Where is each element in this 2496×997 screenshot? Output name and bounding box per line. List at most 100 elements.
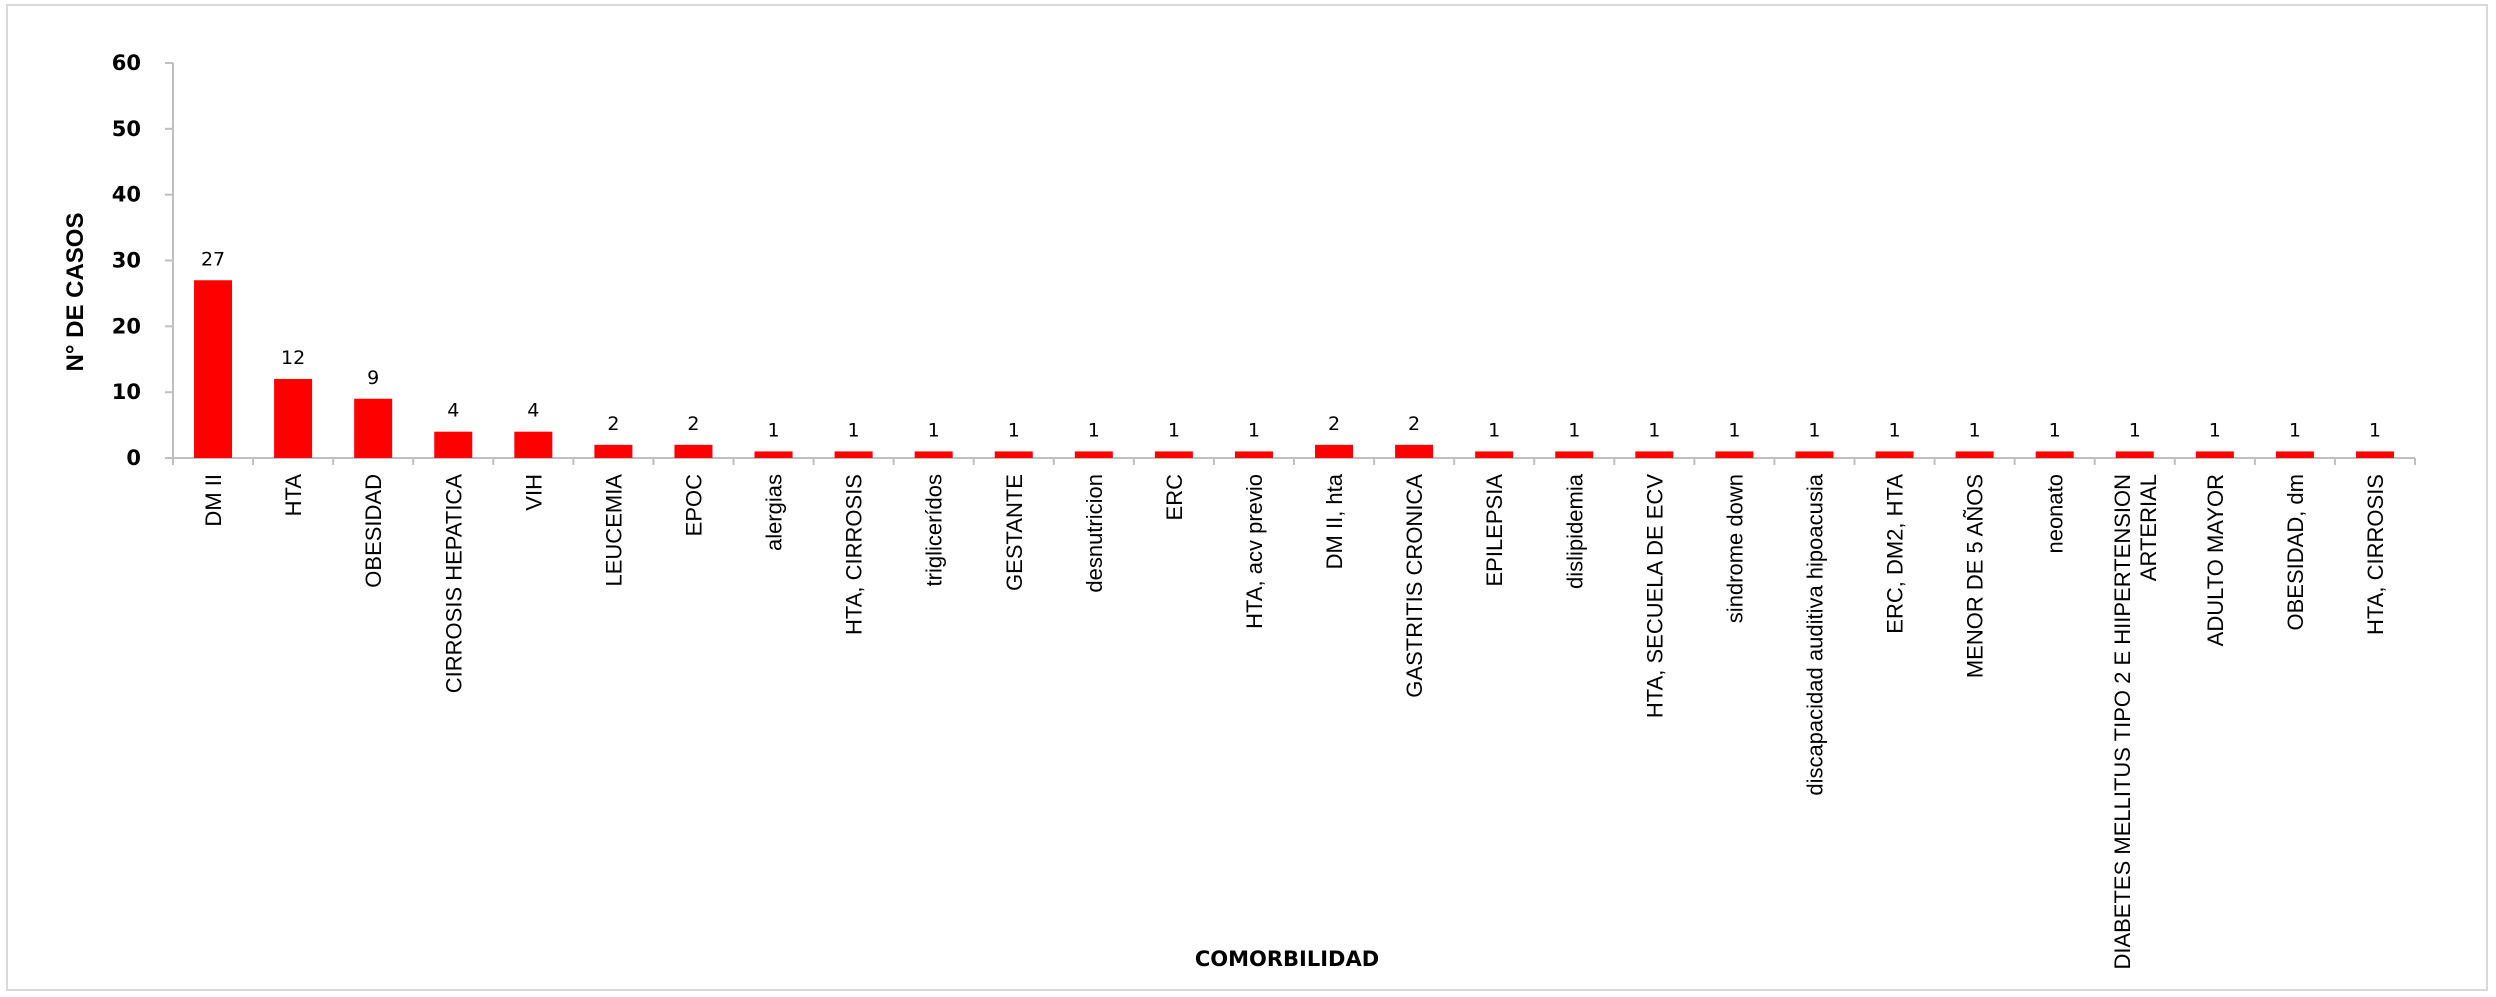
y-tick-label: 60 — [112, 51, 141, 75]
data-label: 1 — [1008, 419, 1020, 441]
category-label-line: sindrome down — [1722, 474, 1747, 623]
data-label: 1 — [1969, 419, 1981, 441]
bar — [1955, 451, 1994, 458]
category-label: triglicerídos — [922, 474, 947, 586]
category-label: ERC, DM2, HTA — [1883, 474, 1908, 634]
data-label: 2 — [687, 413, 699, 435]
category-label-line: HTA, CIRROSIS — [842, 474, 867, 635]
category-label-line: EPOC — [681, 474, 706, 536]
category-label-line: ERC, DM2, HTA — [1883, 474, 1908, 634]
category-label: DM II, hta — [1322, 473, 1347, 569]
bar — [2195, 451, 2234, 458]
chart-frame — [6, 4, 2488, 991]
bar — [1715, 451, 1754, 458]
data-label: 2 — [1328, 413, 1340, 435]
bar — [274, 379, 313, 458]
category-labels: DM II HTA OBESIDAD CIRROSIS HEPATICA VIH LEUC… — [201, 473, 2388, 969]
category-label: HTA, CIRROSIS — [842, 474, 867, 635]
bar — [514, 431, 553, 458]
category-label: CIRROSIS HEPATICA — [441, 474, 466, 694]
category-label: DM II — [201, 474, 226, 527]
bar — [594, 444, 633, 458]
category-label-line: neonato — [2043, 474, 2068, 554]
category-label: ADULTO MAYOR — [2203, 474, 2228, 646]
category-label-line: DM II, hta — [1322, 473, 1347, 569]
category-label: EPILEPSIA — [1482, 474, 1507, 587]
category-label: HTA, CIRROSIS — [2363, 474, 2388, 635]
category-label-line: ADULTO MAYOR — [2203, 474, 2228, 646]
bar — [674, 444, 713, 458]
y-tick-label: 30 — [112, 249, 141, 273]
y-axis: 0 10 20 30 40 50 60 — [112, 51, 174, 470]
y-axis-title: N° DE CASOS — [62, 213, 89, 372]
category-label: desnutricion — [1082, 474, 1107, 593]
bar — [2115, 451, 2154, 458]
data-label: 2 — [1408, 413, 1420, 435]
category-label-line: ARTERIAL — [2136, 474, 2161, 581]
y-tick-label: 50 — [112, 117, 141, 141]
category-label: HTA — [281, 474, 306, 517]
data-label: 1 — [1488, 419, 1500, 441]
bar — [1475, 451, 1514, 458]
category-label-line: EPILEPSIA — [1482, 474, 1507, 587]
category-label-line: CIRROSIS HEPATICA — [441, 474, 466, 694]
category-label: alergias — [762, 474, 787, 551]
bar — [2035, 451, 2074, 458]
data-label: 1 — [1728, 419, 1740, 441]
category-label: HTA, acv previo — [1242, 474, 1267, 629]
category-label: EPOC — [681, 474, 706, 536]
data-label: 9 — [367, 367, 379, 389]
data-label: 1 — [928, 419, 940, 441]
data-label: 1 — [1888, 419, 1900, 441]
category-label-line: OBESIDAD — [361, 474, 386, 588]
category-label-line: triglicerídos — [922, 474, 947, 586]
bar — [2355, 451, 2394, 458]
bar — [354, 398, 393, 458]
category-label-line: OBESIDAD, dm — [2283, 474, 2308, 630]
bar — [1154, 451, 1193, 458]
data-label: 4 — [447, 400, 459, 422]
x-axis-title: COMORBILIDAD — [1195, 947, 1379, 971]
bar — [434, 431, 473, 458]
bar — [1795, 451, 1834, 458]
category-label: dislipidemia — [1562, 473, 1587, 589]
category-label: neonato — [2043, 474, 2068, 554]
category-label-line: MENOR DE 5 AÑOS — [1963, 474, 1988, 678]
category-label-line: VIH — [521, 474, 546, 511]
category-label-line: HTA, SECUELA DE ECV — [1642, 474, 1667, 718]
data-label: 27 — [201, 248, 225, 270]
bar — [1635, 451, 1674, 458]
category-label: HTA, SECUELA DE ECV — [1642, 474, 1667, 718]
data-label: 1 — [767, 419, 779, 441]
category-label-line: HTA, CIRROSIS — [2363, 474, 2388, 635]
category-label-line: GASTRITIS CRONICA — [1402, 474, 1427, 698]
category-label-line: ERC — [1162, 474, 1187, 521]
category-label-line: alergias — [762, 474, 787, 551]
bar — [1234, 451, 1273, 458]
category-label-line: dislipidemia — [1562, 473, 1587, 589]
category-label: VIH — [521, 474, 546, 511]
bar — [2275, 451, 2314, 458]
data-label: 4 — [527, 400, 539, 422]
data-label: 1 — [1168, 419, 1180, 441]
category-label: DIABETES MELLITUS TIPO 2 E HIIPERTENSION… — [2110, 474, 2161, 970]
data-label: 1 — [1088, 419, 1100, 441]
bar — [1315, 444, 1354, 458]
category-label: discapacidad auditiva hipoacusia — [1802, 473, 1827, 795]
bar — [1395, 444, 1434, 458]
category-label-line: DIABETES MELLITUS TIPO 2 E HIIPERTENSION — [2110, 474, 2135, 970]
category-label: ERC — [1162, 474, 1187, 521]
category-label-line: DM II — [201, 474, 226, 527]
category-label-line: HTA, acv previo — [1242, 474, 1267, 629]
bar — [1555, 451, 1594, 458]
bar — [194, 280, 233, 458]
bar — [1875, 451, 1914, 458]
category-label-line: LEUCEMIA — [601, 474, 626, 587]
data-label: 1 — [2289, 419, 2301, 441]
bar — [994, 451, 1033, 458]
bar — [1074, 451, 1113, 458]
data-label: 12 — [281, 347, 305, 369]
data-label: 1 — [1808, 419, 1820, 441]
y-tick-label: 40 — [112, 183, 141, 207]
